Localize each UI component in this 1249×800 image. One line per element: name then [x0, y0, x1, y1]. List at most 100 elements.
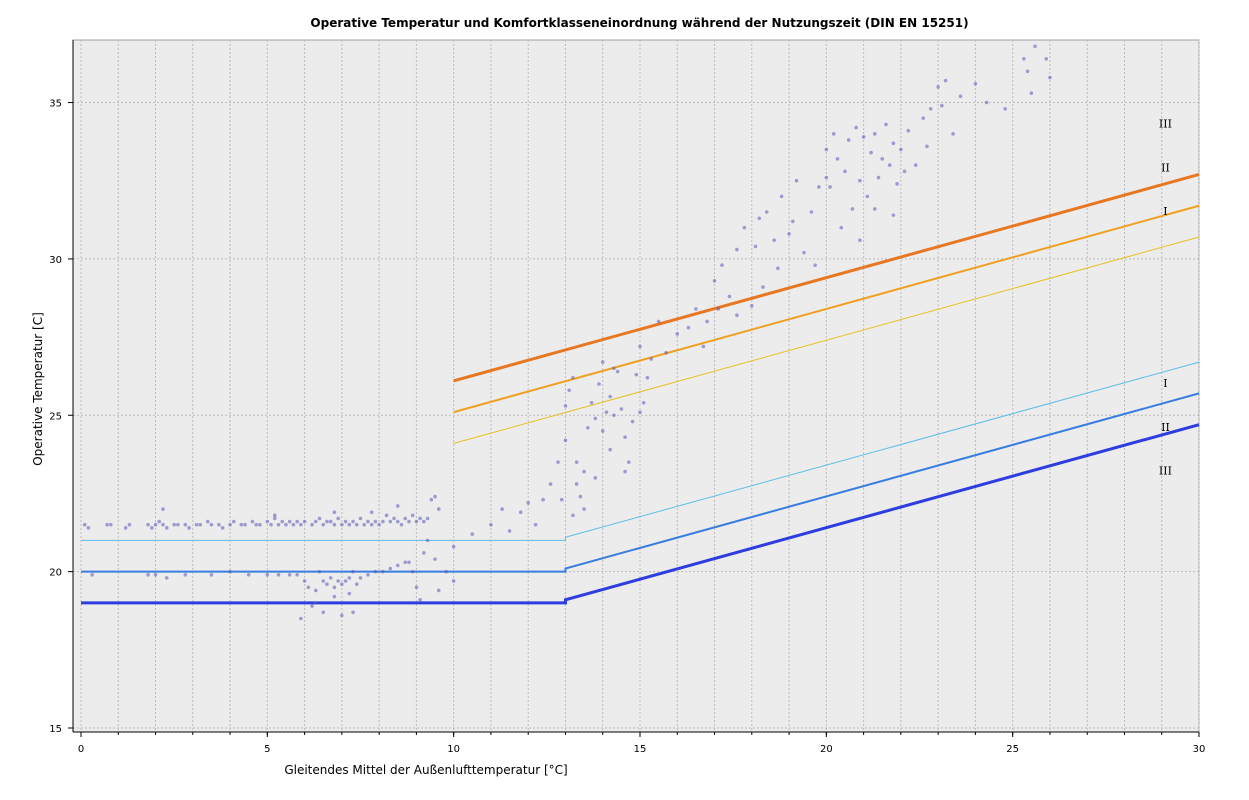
data-point: [109, 522, 113, 527]
data-point: [332, 510, 337, 515]
data-point: [824, 147, 829, 152]
data-point: [384, 513, 389, 518]
data-point: [500, 507, 504, 511]
comfort-boundary-line: [81, 392, 1200, 573]
chart-title: Operative Temperatur und Komfortklassene…: [310, 16, 969, 30]
data-point: [340, 522, 344, 527]
data-point: [343, 579, 348, 583]
data-point: [313, 601, 318, 605]
data-point: [589, 400, 594, 405]
data-point: [425, 538, 430, 543]
data-point: [250, 519, 255, 524]
data-point: [843, 169, 847, 174]
x-tick-label: 15: [634, 744, 647, 755]
data-point: [656, 319, 661, 324]
data-point: [410, 513, 415, 518]
data-point: [858, 238, 862, 242]
data-point: [694, 307, 698, 311]
data-point: [313, 519, 318, 524]
tick-labels: 0 5 10 15 20 25 30 15 20 25 30 35: [49, 99, 1205, 755]
data-point: [82, 522, 87, 527]
x-tick-label: 5: [264, 744, 270, 755]
data-point: [928, 107, 933, 111]
comfort-class-label: II: [1161, 161, 1170, 174]
data-point: [451, 579, 456, 583]
data-point: [753, 244, 758, 249]
data-point: [388, 566, 393, 571]
data-point: [150, 526, 154, 530]
data-point: [161, 507, 165, 511]
data-point: [675, 332, 680, 336]
data-point: [858, 178, 862, 183]
data-point: [228, 522, 232, 527]
data-point: [194, 522, 199, 527]
data-point: [358, 516, 363, 521]
data-point: [802, 250, 806, 255]
data-point: [742, 225, 747, 230]
data-point: [634, 372, 639, 377]
data-point: [284, 522, 288, 527]
data-point: [172, 522, 176, 527]
data-point: [287, 519, 292, 524]
data-point: [489, 522, 493, 527]
data-point: [872, 132, 877, 136]
data-point: [571, 375, 575, 380]
data-point: [582, 469, 586, 474]
comfort-lines: [81, 173, 1200, 605]
data-point: [239, 522, 244, 527]
data-point: [582, 507, 586, 511]
data-point: [153, 522, 158, 527]
data-point: [198, 522, 203, 527]
data-point: [627, 460, 631, 464]
data-point: [574, 460, 579, 464]
data-point: [854, 125, 858, 130]
data-point: [317, 516, 322, 521]
comfort-class-label: I: [1163, 377, 1167, 390]
data-point: [686, 325, 691, 330]
data-point: [276, 522, 281, 527]
data-point: [317, 569, 322, 574]
data-point: [887, 163, 892, 167]
data-point: [358, 576, 363, 580]
data-point: [776, 266, 780, 271]
data-point: [269, 522, 273, 527]
data-point: [649, 357, 653, 361]
data-point: [258, 522, 262, 527]
data-point: [299, 616, 303, 621]
data-point: [608, 447, 612, 452]
data-point: [295, 572, 299, 577]
data-point: [340, 613, 344, 618]
data-point: [761, 285, 765, 289]
data-point: [578, 494, 583, 499]
data-point: [735, 247, 739, 252]
data-point: [254, 522, 258, 527]
data-point: [593, 416, 598, 421]
data-point: [321, 579, 326, 583]
data-point: [287, 572, 292, 577]
data-point: [1025, 69, 1030, 74]
data-point: [205, 519, 210, 524]
data-point: [347, 522, 352, 527]
y-axis-label: Operative Temperatur [C]: [31, 312, 45, 466]
data-point: [209, 572, 214, 577]
data-point: [712, 279, 717, 283]
data-point: [231, 519, 236, 524]
data-point: [541, 497, 545, 502]
data-point: [902, 169, 907, 174]
data-point: [164, 526, 169, 530]
data-point: [597, 382, 601, 386]
data-point: [86, 526, 91, 530]
data-point: [772, 238, 776, 242]
data-point: [1029, 91, 1034, 95]
data-point: [306, 585, 311, 590]
data-point: [164, 576, 169, 580]
data-point: [1048, 75, 1052, 80]
data-point: [563, 404, 568, 408]
comfort-class-label: III: [1159, 465, 1172, 478]
data-point: [638, 410, 642, 414]
x-tick-label: 30: [1193, 744, 1206, 755]
data-point: [835, 157, 840, 161]
x-axis-label: Gleitendes Mittel der Außenlufttemperatu…: [284, 763, 567, 777]
data-point: [302, 579, 307, 583]
data-point: [369, 510, 374, 515]
